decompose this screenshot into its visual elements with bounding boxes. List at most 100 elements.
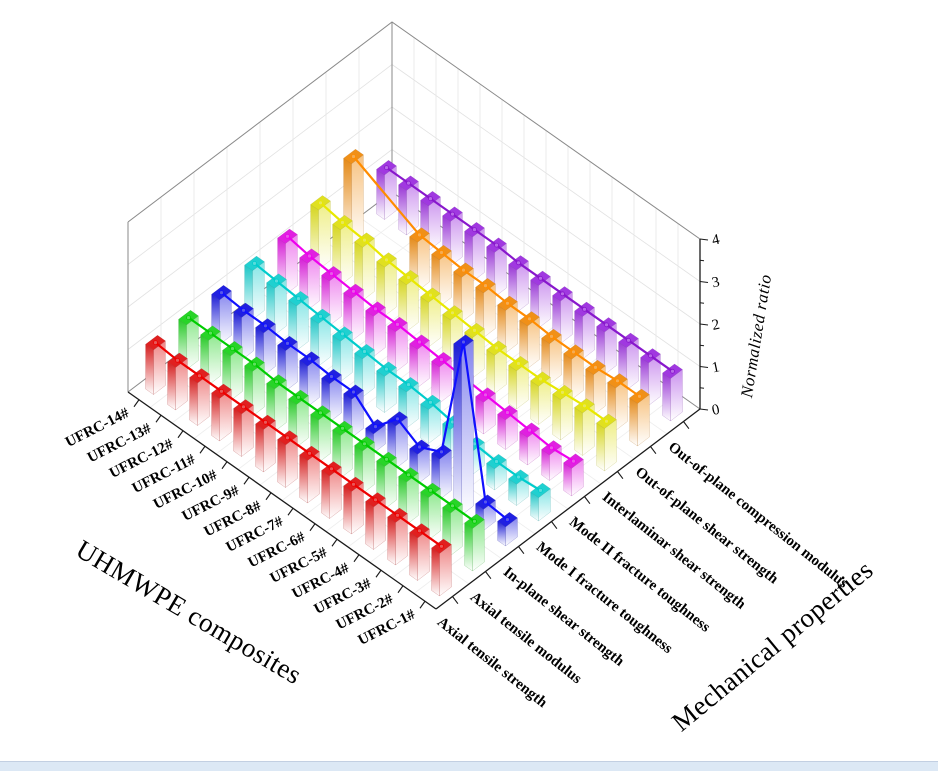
- data-point: [439, 449, 444, 455]
- data-point: [428, 292, 433, 298]
- data-point: [538, 487, 543, 493]
- tick-label: 1: [711, 359, 722, 376]
- data-point: [549, 445, 554, 451]
- bar: [277, 430, 298, 489]
- bar: [387, 507, 408, 566]
- data-point: [197, 373, 202, 379]
- data-point: [560, 291, 565, 297]
- data-point: [406, 275, 411, 280]
- data-point: [395, 321, 400, 327]
- data-point: [494, 242, 499, 248]
- data-point: [340, 425, 345, 431]
- data-point: [637, 393, 642, 399]
- data-point: [362, 349, 367, 354]
- data-point: [252, 260, 257, 266]
- data-point: [538, 275, 543, 281]
- data-point: [175, 357, 180, 363]
- data-point: [406, 382, 411, 388]
- data-point: [351, 389, 356, 395]
- bar: [464, 513, 485, 572]
- data-point: [263, 323, 268, 329]
- data-point: [516, 361, 521, 366]
- data-point: [274, 278, 279, 284]
- bar: [629, 388, 650, 447]
- data-point: [362, 441, 367, 447]
- data-point: [373, 424, 378, 430]
- data-point: [494, 345, 499, 351]
- data-point: [351, 154, 356, 159]
- data-point: [285, 340, 290, 346]
- data-point: [318, 313, 323, 319]
- series-row: [310, 195, 617, 472]
- data-point: [362, 237, 367, 243]
- bar: [596, 413, 617, 472]
- data-point: [670, 368, 675, 374]
- data-point: [384, 366, 389, 372]
- series-line: [253, 262, 542, 492]
- bar: [662, 363, 683, 422]
- tick-label: In-plane shear strength: [500, 564, 627, 670]
- data-point: [329, 374, 334, 379]
- bar: [409, 334, 430, 389]
- bar: [530, 482, 551, 522]
- data-point: [307, 253, 312, 259]
- series-row: [145, 334, 452, 597]
- series-row: [244, 255, 551, 522]
- bar: [574, 398, 595, 457]
- data-point: [318, 410, 323, 416]
- series-line: [286, 235, 575, 463]
- data-point: [395, 512, 400, 518]
- data-point: [450, 310, 455, 316]
- data-point: [483, 283, 488, 289]
- data-point: [527, 427, 532, 433]
- data-point: [604, 418, 609, 424]
- data-point: [516, 474, 521, 480]
- data-point: [241, 307, 246, 313]
- data-point: [340, 220, 345, 225]
- data-point: [439, 250, 444, 255]
- data-point: [648, 353, 653, 359]
- data-point: [296, 394, 301, 400]
- data-point: [373, 497, 378, 503]
- data-point: [417, 444, 422, 450]
- tick-label: 2: [711, 317, 722, 334]
- data-point: [549, 333, 554, 339]
- bar: [431, 351, 452, 404]
- data-point: [538, 376, 543, 382]
- data-point: [505, 300, 510, 306]
- data-point: [483, 392, 488, 398]
- bar: [189, 368, 210, 427]
- data-point: [604, 322, 609, 328]
- data-point: [384, 257, 389, 263]
- bar: [453, 334, 474, 516]
- data-point: [494, 459, 499, 464]
- bar: [387, 316, 408, 373]
- data-point: [571, 349, 576, 355]
- data-point: [417, 339, 422, 345]
- series-line: [187, 316, 476, 523]
- bar: [420, 394, 441, 445]
- series-line: [220, 291, 509, 521]
- bar: [365, 492, 386, 551]
- series-line: [319, 201, 608, 423]
- bar: [475, 387, 496, 435]
- data-point: [186, 315, 191, 321]
- data-point: [428, 196, 433, 202]
- data-point: [153, 340, 158, 346]
- bar: [442, 305, 463, 364]
- bar: [486, 340, 507, 395]
- data-point: [593, 364, 598, 370]
- data-point: [428, 399, 433, 405]
- window-edge-strip: [0, 761, 938, 771]
- data-point: [384, 456, 389, 462]
- series-row: [343, 148, 650, 447]
- data-point: [384, 165, 389, 171]
- data-point: [340, 331, 345, 337]
- tick-label: 0: [711, 402, 722, 419]
- tick-label: Axial tensile modulus: [467, 589, 585, 687]
- series-line: [385, 166, 674, 373]
- data-point: [208, 330, 213, 336]
- data-point: [329, 271, 334, 277]
- data-point: [285, 435, 290, 441]
- data-point: [461, 339, 466, 345]
